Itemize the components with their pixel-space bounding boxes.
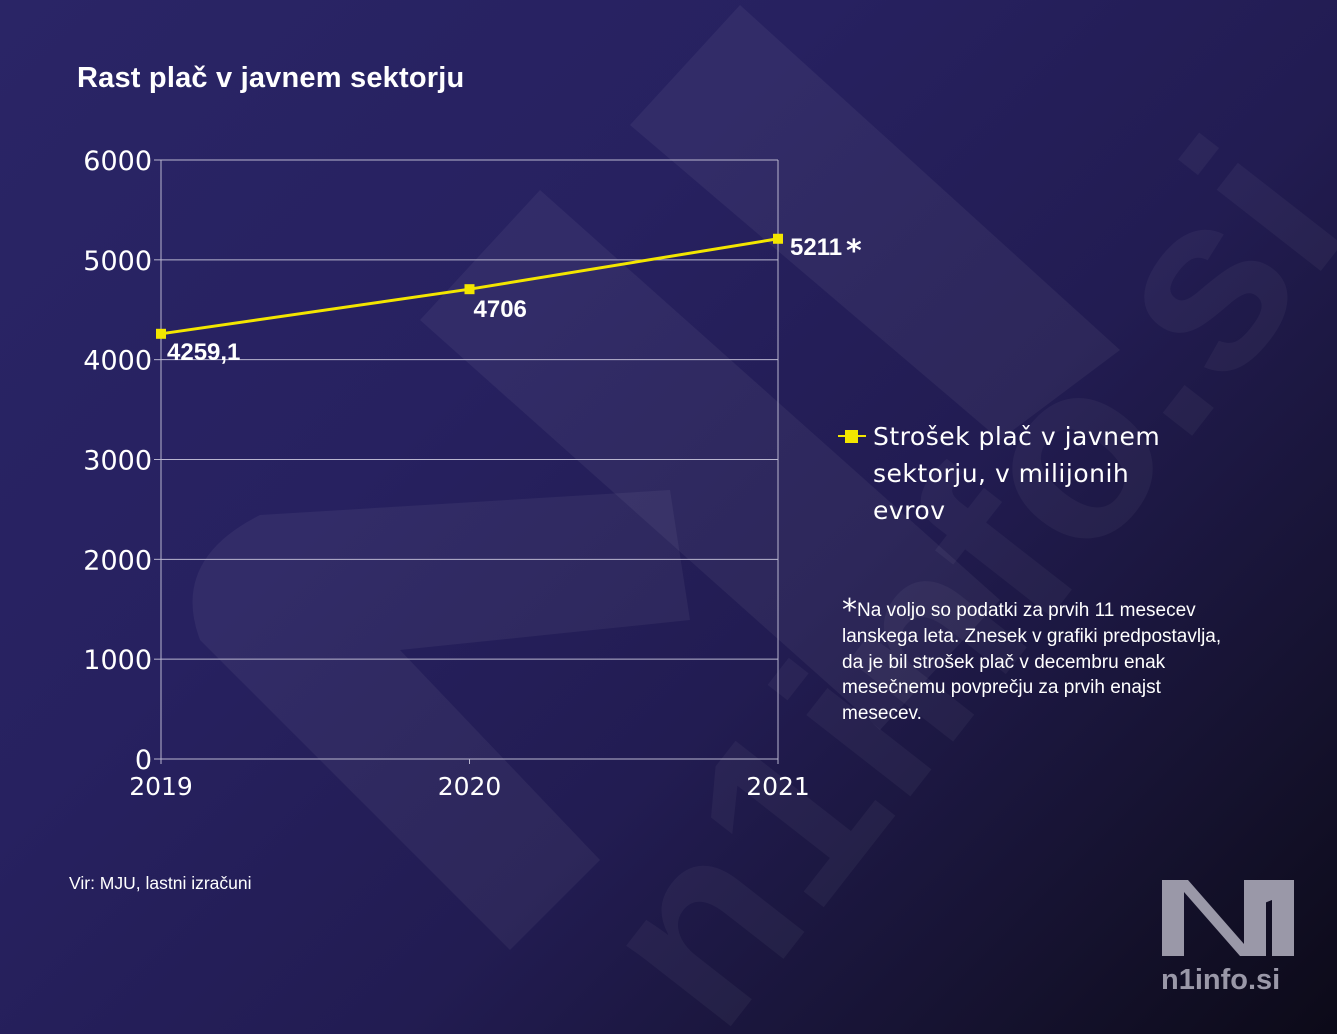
legend-line-1: Strošek plač v javnem bbox=[873, 422, 1161, 451]
y-tick-label-6000: 6000 bbox=[83, 146, 152, 177]
chart-series: 4259,1 4706 5211 * bbox=[156, 233, 862, 366]
data-point-2021 bbox=[773, 233, 783, 244]
data-label-2019: 4259,1 bbox=[167, 339, 240, 366]
chart-grid bbox=[161, 159, 778, 760]
x-tick-label-2021: 2021 bbox=[746, 772, 810, 801]
x-tick-label-2019: 2019 bbox=[129, 772, 193, 801]
data-point-2019 bbox=[156, 328, 166, 339]
data-label-2020: 4706 bbox=[474, 296, 527, 323]
footnote: *Na voljo so podatki za prvih 11 mesecev… bbox=[842, 596, 1242, 726]
source-note: Vir: MJU, lastni izračuni bbox=[69, 873, 252, 893]
y-tick-label-0: 0 bbox=[135, 745, 152, 776]
legend-marker bbox=[838, 430, 866, 443]
n1-logo bbox=[1162, 880, 1294, 956]
y-tick-label-3000: 3000 bbox=[83, 446, 152, 477]
chart-title: Rast plač v javnem sektorju bbox=[77, 62, 465, 94]
x-tick-label-2020: 2020 bbox=[438, 772, 502, 801]
y-tick-label-2000: 2000 bbox=[83, 545, 152, 576]
footnote-asterisk: * bbox=[842, 593, 857, 628]
logo-domain: n1info.si bbox=[1161, 964, 1281, 996]
y-tick-label-5000: 5000 bbox=[83, 246, 152, 277]
data-point-2020 bbox=[464, 284, 475, 295]
legend-line-3: evrov bbox=[873, 496, 946, 525]
data-label-2021: 5211 bbox=[790, 234, 842, 261]
chart-axes: 0 1000 2000 3000 4000 5000 6000 2019 2020 2021 bbox=[83, 146, 810, 801]
legend-label: Strošek plač v javnem sektorju, v milijo… bbox=[873, 418, 1178, 529]
annotation-asterisk: * bbox=[846, 234, 862, 269]
y-tick-label-4000: 4000 bbox=[83, 346, 152, 377]
y-tick-label-1000: 1000 bbox=[83, 645, 152, 676]
chart-legend: Strošek plač v javnem sektorju, v milijo… bbox=[838, 418, 1178, 529]
footnote-text: Na voljo so podatki za prvih 11 mesecev … bbox=[842, 600, 1222, 724]
legend-line-2: sektorju, v milijonih bbox=[873, 459, 1130, 488]
